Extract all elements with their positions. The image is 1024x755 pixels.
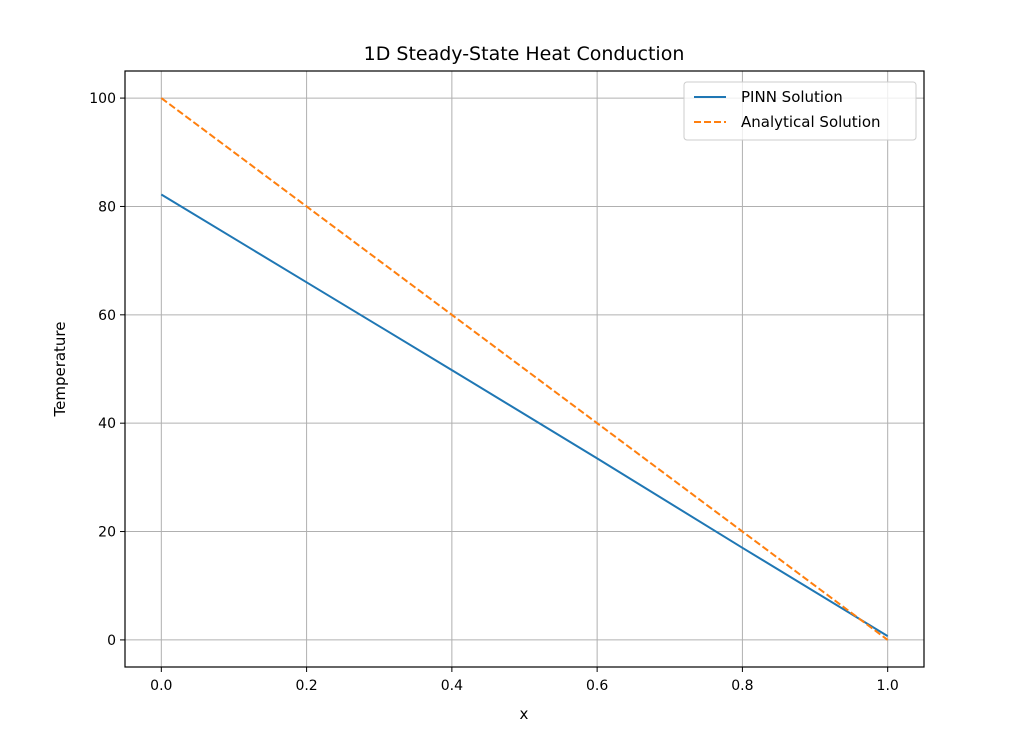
- x-tick-label: 1.0: [877, 678, 899, 694]
- legend-box: [683, 81, 917, 141]
- y-tick-label: 100: [89, 91, 116, 107]
- x-tick-label: 0.0: [150, 678, 172, 694]
- x-tick-label: 0.2: [295, 678, 317, 694]
- y-tick-label: 80: [98, 199, 116, 215]
- x-tick-label: 0.4: [441, 678, 463, 694]
- y-tick-label: 20: [98, 525, 116, 541]
- legend-label: PINN Solution: [741, 88, 843, 106]
- series-lines: [160, 97, 889, 641]
- ticks: 0.0 0.2 0.4 0.6 0.8 1.0 0 20 40 60 80 100: [89, 91, 899, 694]
- series-line-analytical: [160, 97, 889, 641]
- axes-frame: [124, 70, 925, 668]
- y-tick-label: 40: [98, 416, 116, 432]
- y-tick-label: 0: [107, 633, 116, 649]
- x-tick-label: 0.6: [586, 678, 608, 694]
- legend: PINN Solution Analytical Solution: [683, 81, 917, 141]
- legend-label: Analytical Solution: [741, 113, 881, 131]
- y-tick-label: 60: [98, 308, 116, 324]
- series-line-pinn: [160, 193, 889, 637]
- x-axis-label: x: [520, 705, 529, 723]
- grid: [125, 71, 924, 667]
- x-tick-label: 0.8: [731, 678, 753, 694]
- y-axis-label: Temperature: [51, 321, 69, 417]
- chart-title: 1D Steady-State Heat Conduction: [364, 43, 685, 65]
